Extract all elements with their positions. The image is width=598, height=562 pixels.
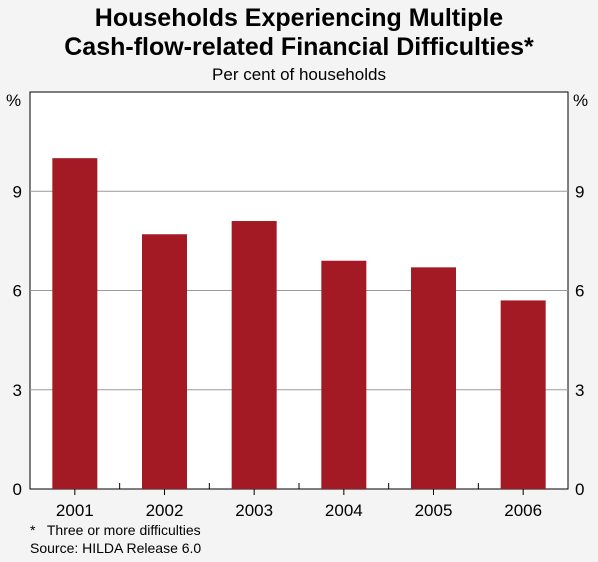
x-tick-label: 2001 — [56, 501, 94, 520]
x-tick-label: 2003 — [235, 501, 273, 520]
y-tick-label-left: 6 — [13, 282, 22, 301]
y-axis-unit-right: % — [573, 91, 588, 110]
bars — [52, 158, 546, 489]
y-tick-label-right: 6 — [575, 282, 584, 301]
y-tick-label-right: 0 — [575, 480, 584, 499]
bar-2002 — [142, 234, 187, 489]
bar-2001 — [52, 158, 98, 489]
chart-title: Households Experiencing Multiple Cash-fl… — [0, 4, 598, 62]
footnote-source: Source: HILDA Release 6.0 — [30, 540, 202, 556]
bar-2005 — [411, 267, 456, 489]
footnotes: * Three or more difficulties Source: HIL… — [30, 521, 201, 557]
x-tick-label: 2006 — [504, 501, 542, 520]
y-axis-unit-left: % — [6, 91, 21, 110]
bar-2004 — [321, 260, 367, 489]
bar-2006 — [500, 300, 546, 489]
y-tick-label-left: 9 — [13, 182, 22, 201]
bar-2003 — [231, 221, 277, 489]
y-tick-label-right: 3 — [575, 381, 584, 400]
chart-subtitle: Per cent of households — [212, 65, 386, 84]
footnote-asterisk: * Three or more difficulties — [30, 522, 201, 538]
chart-title-line-2: Cash-flow-related Financial Difficulties… — [64, 33, 534, 61]
y-tick-label-left: 3 — [13, 381, 22, 400]
y-tick-label-right: 9 — [575, 182, 584, 201]
gridlines — [30, 190, 568, 391]
chart-title-line-1: Households Experiencing Multiple — [94, 4, 504, 32]
x-tick-label: 2004 — [325, 501, 363, 520]
axes: 0 0 3 3 6 6 9 9 2001 2002 2003 2004 2005 2006 — [13, 182, 585, 520]
y-tick-label-left: 0 — [13, 480, 22, 499]
x-tick-label: 2002 — [146, 501, 184, 520]
x-tick-label: 2005 — [415, 501, 453, 520]
